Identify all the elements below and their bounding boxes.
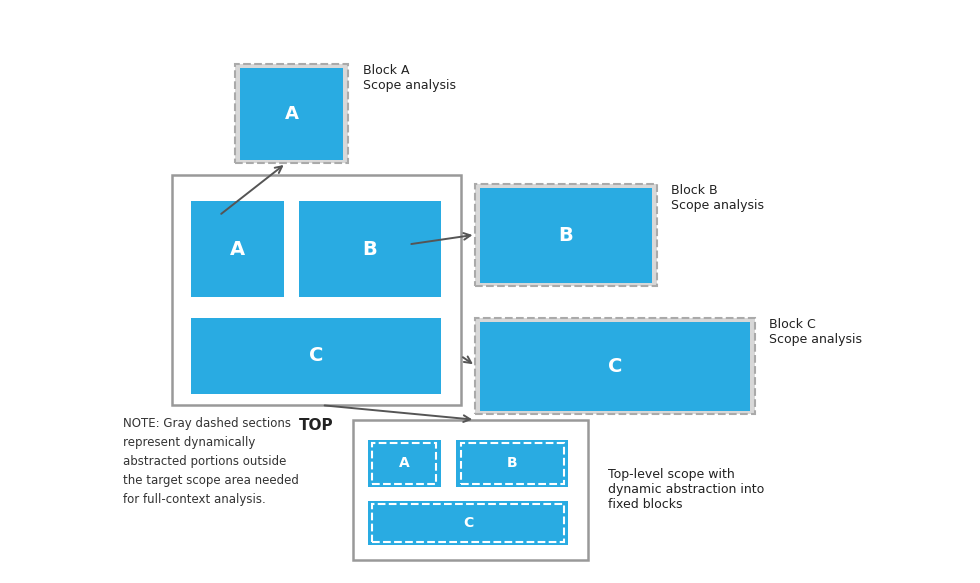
Bar <box>480 188 652 283</box>
Bar <box>235 64 348 163</box>
Bar <box>372 504 564 542</box>
Bar <box>475 184 657 286</box>
Text: A: A <box>230 240 245 259</box>
Bar <box>299 201 441 297</box>
Bar <box>240 68 343 160</box>
Text: Top-level scope with
dynamic abstraction into
fixed blocks: Top-level scope with dynamic abstraction… <box>608 468 763 511</box>
Bar <box>172 175 461 405</box>
Text: A: A <box>284 106 299 123</box>
Bar <box>461 443 564 484</box>
Text: C: C <box>309 346 323 365</box>
Text: B: B <box>363 240 377 259</box>
Bar <box>368 440 441 487</box>
Text: Block C
Scope analysis: Block C Scope analysis <box>769 318 862 346</box>
Bar <box>353 420 588 560</box>
Text: TOP: TOP <box>299 418 333 433</box>
Bar <box>475 318 755 414</box>
Text: B: B <box>507 456 517 470</box>
Text: Block A
Scope analysis: Block A Scope analysis <box>363 64 456 92</box>
Text: Block B
Scope analysis: Block B Scope analysis <box>671 184 764 212</box>
Bar <box>372 443 436 484</box>
Text: B: B <box>559 226 573 245</box>
Text: A: A <box>399 456 410 470</box>
Bar <box>368 501 568 545</box>
Text: C: C <box>463 516 473 531</box>
Bar <box>456 440 568 487</box>
Bar <box>191 318 441 394</box>
Bar <box>480 322 750 411</box>
Text: C: C <box>608 357 622 376</box>
Bar <box>191 201 284 297</box>
Text: NOTE: Gray dashed sections
represent dynamically
abstracted portions outside
the: NOTE: Gray dashed sections represent dyn… <box>122 417 298 506</box>
